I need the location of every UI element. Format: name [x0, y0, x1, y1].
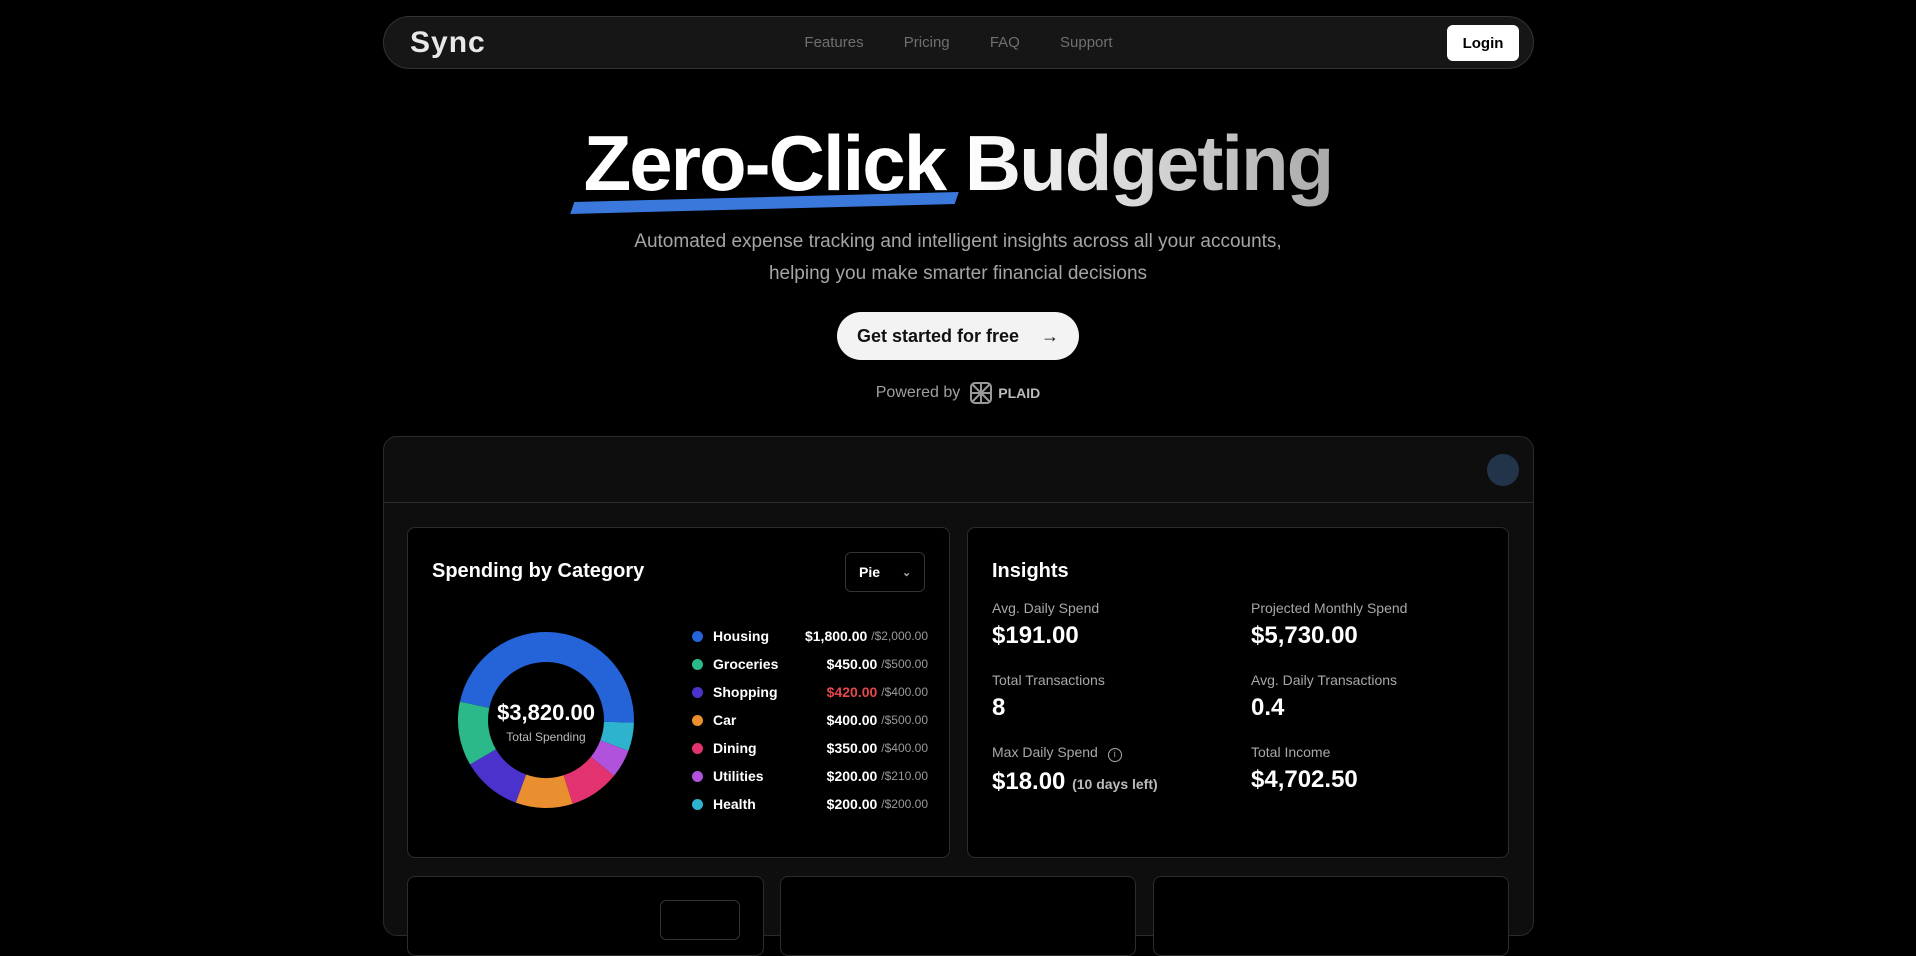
donut-slice-shopping[interactable] — [470, 749, 527, 803]
legend-dot — [692, 630, 703, 642]
legend-item-car: Car $400.00/$500.00 — [692, 706, 928, 734]
insights-card: Insights Avg. Daily Spend $191.00 Project… — [967, 527, 1509, 858]
insight-total-income: Total Income $4,702.50 — [1251, 744, 1358, 793]
total-spending-value: $3,820.00 — [497, 700, 595, 725]
category-spent: $350.00 — [826, 740, 878, 756]
plaid-icon — [970, 382, 993, 404]
legend-item-utilities: Utilities $200.00/$210.00 — [692, 762, 928, 790]
cta-label: Get started for free — [856, 325, 1020, 346]
insight-max-daily-spend: Max Daily Spend i $18.00 (10 days left) — [992, 744, 1158, 795]
category-spent: $200.00 — [826, 768, 878, 784]
category-name: Groceries — [713, 656, 779, 672]
powered-by: Powered by PLAID — [0, 380, 1916, 406]
category-spent: $400.00 — [826, 712, 878, 728]
powered-by-label: Powered by — [875, 384, 961, 401]
insight-avg-daily-spend: Avg. Daily Spend $191.00 — [992, 600, 1100, 649]
category-name: Dining — [713, 740, 757, 756]
chevron-down-icon: ⌄ — [902, 566, 912, 579]
category-name: Car — [713, 712, 737, 728]
donut-slice-dining[interactable] — [563, 756, 614, 804]
category-budget: /$500.00 — [881, 713, 928, 727]
legend-dot — [692, 686, 703, 698]
total-spending-label: Total Spending — [506, 730, 586, 744]
category-legend: Housing $1,800.00/$2,000.00 Groceries $450.… — [692, 622, 928, 818]
category-budget: /$400.00 — [881, 741, 928, 755]
legend-dot — [692, 798, 703, 810]
nav-link-pricing[interactable]: Pricing — [903, 34, 950, 51]
legend-dot — [692, 770, 703, 782]
category-budget: /$2,000.00 — [871, 629, 928, 643]
category-budget: /$210.00 — [881, 769, 928, 783]
donut-slice-health[interactable] — [600, 721, 634, 751]
insights-title: Insights — [992, 560, 1069, 582]
bottom-card-2 — [780, 876, 1136, 956]
legend-dot — [692, 714, 703, 726]
category-spent: $420.00 — [826, 684, 878, 700]
legend-item-housing: Housing $1,800.00/$2,000.00 — [692, 622, 928, 650]
plaid-logo: PLAID — [968, 380, 1040, 406]
chart-type-select[interactable]: Pie ⌄ — [845, 552, 925, 592]
category-budget: /$200.00 — [881, 797, 928, 811]
category-spent: $450.00 — [826, 656, 878, 672]
plaid-text: PLAID — [998, 385, 1041, 401]
hero-title: Zero-Click Budgeting — [0, 118, 1916, 214]
spending-card: Spending by Category Pie ⌄ $3,820.00 Tot… — [407, 527, 950, 858]
subtitle-line-2: helping you make smarter financial decis… — [768, 263, 1148, 284]
avatar[interactable] — [1487, 454, 1519, 486]
info-icon[interactable]: i — [1107, 748, 1122, 762]
category-name: Health — [713, 796, 756, 812]
category-spent: $1,800.00 — [804, 628, 868, 644]
insight-projected-monthly: Projected Monthly Spend $5,730.00 — [1251, 600, 1408, 649]
hero-subtitle: Automated expense tracking and intellige… — [0, 226, 1916, 290]
hero-title-a: Zero-Click — [583, 119, 947, 207]
nav-link-support[interactable]: Support — [1060, 34, 1113, 51]
get-started-button[interactable]: Get started for free → — [837, 312, 1079, 360]
category-budget: /$500.00 — [881, 657, 928, 671]
donut-slice-car[interactable] — [515, 774, 573, 808]
bottom-card-3 — [1153, 876, 1509, 956]
legend-dot — [692, 658, 703, 670]
legend-item-groceries: Groceries $450.00/$500.00 — [692, 650, 928, 678]
donut-slice-groceries[interactable] — [458, 701, 496, 765]
category-name: Utilities — [713, 768, 764, 784]
legend-item-dining: Dining $350.00/$400.00 — [692, 734, 928, 762]
card-select[interactable] — [660, 900, 740, 940]
donut-slice-utilities[interactable] — [590, 740, 629, 776]
nav-link-features[interactable]: Features — [804, 34, 864, 51]
spending-title: Spending by Category — [432, 560, 645, 582]
top-nav: Sync Features Pricing FAQ Support Login — [383, 16, 1534, 69]
donut-chart — [458, 631, 634, 808]
legend-item-health: Health $200.00/$200.00 — [692, 790, 928, 818]
insight-total-transactions: Total Transactions 8 — [992, 672, 1105, 721]
nav-link-faq[interactable]: FAQ — [989, 34, 1020, 51]
hero-title-b: Budgeting — [964, 119, 1335, 207]
legend-dot — [692, 742, 703, 754]
category-name: Housing — [713, 628, 769, 644]
category-spent: $200.00 — [826, 796, 878, 812]
chart-type-value: Pie — [859, 564, 881, 580]
login-button[interactable]: Login — [1447, 25, 1519, 61]
legend-item-shopping: Shopping $420.00/$400.00 — [692, 678, 928, 706]
days-left-note: (10 days left) — [1072, 776, 1158, 792]
logo[interactable]: Sync — [410, 26, 486, 59]
subtitle-line-1: Automated expense tracking and intellige… — [634, 231, 1282, 252]
category-budget: /$400.00 — [881, 685, 928, 699]
insight-avg-daily-transactions: Avg. Daily Transactions 0.4 — [1251, 672, 1398, 721]
arrow-right-icon: → — [1041, 325, 1060, 346]
bottom-card-1 — [407, 876, 764, 956]
donut-slice-housing[interactable] — [459, 631, 634, 723]
category-name: Shopping — [713, 684, 778, 700]
